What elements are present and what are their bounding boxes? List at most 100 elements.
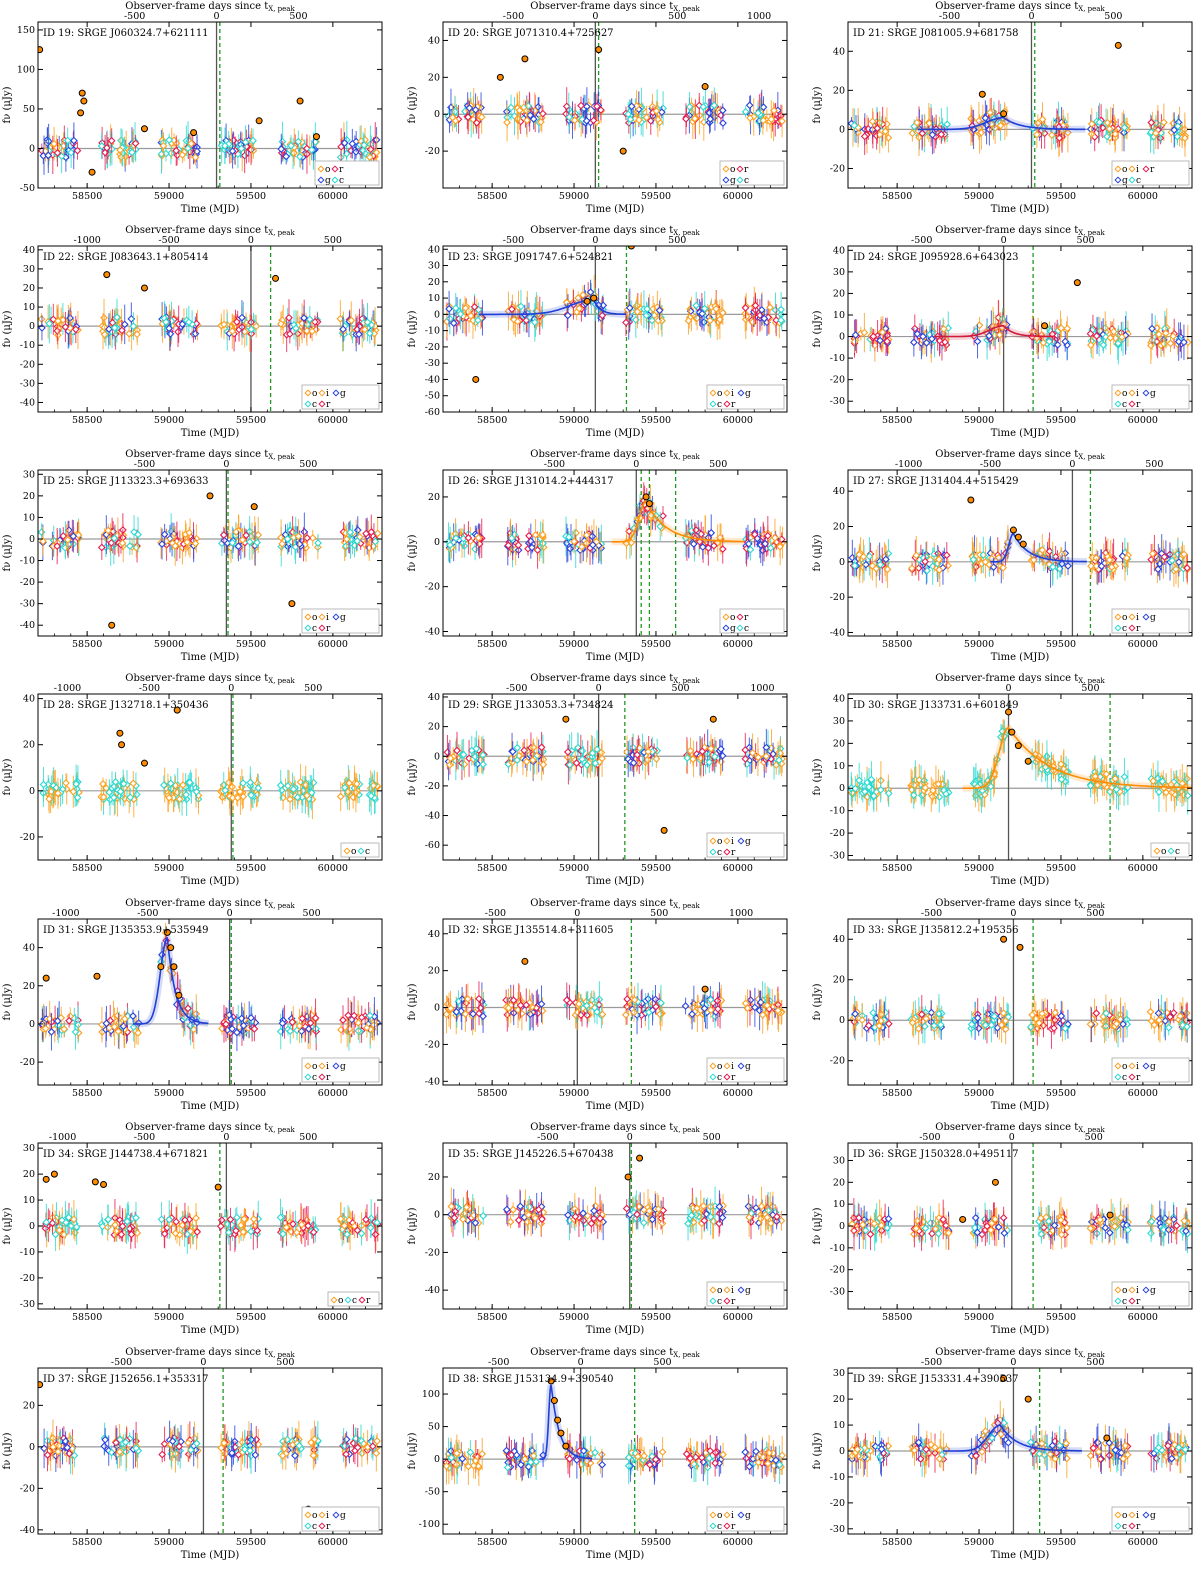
detection-point <box>959 1215 967 1223</box>
top-tick-label: 0 <box>248 235 254 246</box>
y-tick-label: 20 <box>428 492 440 503</box>
legend-entry: r <box>744 613 749 623</box>
panel-id-label: ID 23: SRGE J091747.6+524821 <box>448 252 614 263</box>
y-axis-label: fν (μJy) <box>407 86 418 123</box>
x-tick-label: 60000 <box>1128 415 1158 426</box>
top-tick-label: -500 <box>921 908 942 919</box>
axes-frame <box>847 918 1193 1086</box>
x-tick-label: 58500 <box>477 639 507 650</box>
y-tick-label: 150 <box>17 25 35 36</box>
light-curve-panel: 58500 59000 59500 60000 -40 -20 0 20 -500 0 500 Obs… <box>405 448 795 670</box>
y-tick-label: 40 <box>428 244 440 255</box>
legend-entry: i <box>326 389 329 399</box>
top-tick-label: -1000 <box>49 1132 76 1143</box>
axes-frame <box>37 245 383 413</box>
detection-point <box>108 621 116 629</box>
legend-entry: o <box>717 1062 722 1072</box>
y-tick-label: 0 <box>434 1454 440 1465</box>
y-tick-label: 20 <box>23 981 35 992</box>
top-axis-label: Observer-frame days since tX, peak <box>935 225 1105 237</box>
light-curve-panel: 58500 59000 59500 60000 -60 -50 -40 -30 -20 -10 0 1… <box>405 224 795 446</box>
y-tick-label: -20 <box>830 1056 845 1067</box>
top-tick-label: -500 <box>980 459 1001 470</box>
top-tick-label: -1000 <box>54 683 81 694</box>
y-axis-label: fν (μJy) <box>812 758 823 795</box>
detection-point <box>78 89 86 97</box>
y-tick-label: -20 <box>830 1498 845 1509</box>
legend-entry: o <box>717 1286 722 1296</box>
x-tick-label: 59000 <box>964 1312 994 1323</box>
panel-id-label: ID 19: SRGE J060324.7+621111 <box>43 28 209 39</box>
legend-entry: g <box>745 1511 751 1521</box>
top-axis-label: Observer-frame days since tX, peak <box>530 1122 700 1134</box>
photometry-points <box>38 922 382 1052</box>
light-curve-chart: 58500 59000 59500 60000 -60 -40 -20 0 20 40 -500 0 5… <box>407 673 788 887</box>
y-axis-label: fν (μJy) <box>2 534 13 571</box>
top-tick-label: 500 <box>1076 235 1094 246</box>
top-axis-label: Observer-frame days since tX, peak <box>935 1 1105 13</box>
legend-entry: g <box>730 176 736 186</box>
detection-point <box>100 1181 108 1188</box>
x-tick-label: 59500 <box>236 191 266 202</box>
photometry-points <box>849 994 1192 1049</box>
band-legend: o rg c <box>719 160 785 186</box>
x-tick-label: 59500 <box>1046 1537 1076 1548</box>
y-tick-label: 20 <box>23 491 35 502</box>
band-legend: o i g c r <box>706 384 785 410</box>
legend-entry: i <box>1136 1062 1139 1072</box>
x-axis-label: Time (MJD) <box>181 1550 240 1561</box>
y-tick-label: -10 <box>830 353 845 364</box>
x-tick-label: 59500 <box>236 415 266 426</box>
legend-entry: r <box>731 1522 736 1532</box>
x-tick-label: 60000 <box>318 191 348 202</box>
detection-point <box>38 1381 44 1389</box>
y-tick-label: 40 <box>23 943 35 954</box>
y-axis-label: fν (μJy) <box>407 1432 418 1469</box>
top-tick-label: -500 <box>111 1357 132 1368</box>
x-axis-label: Time (MJD) <box>586 1550 645 1561</box>
detection-point <box>1000 1374 1008 1382</box>
photometry-points <box>443 1428 787 1487</box>
top-tick-label: 500 <box>1104 11 1122 22</box>
x-axis-label: Time (MJD) <box>991 204 1050 215</box>
detection-point <box>1008 728 1016 736</box>
y-tick-label: 10 <box>833 761 845 772</box>
top-tick-label: -500 <box>506 683 527 694</box>
photometry-points <box>38 512 382 567</box>
detection-point <box>978 90 986 98</box>
y-axis-label: fν (μJy) <box>812 534 823 571</box>
detection-point <box>583 297 591 305</box>
x-tick-label: 59000 <box>154 1088 184 1099</box>
top-tick-label: 0 <box>223 459 229 470</box>
y-tick-label: -20 <box>20 832 35 843</box>
top-tick-label: -1000 <box>895 459 922 470</box>
y-tick-label: 0 <box>434 751 440 762</box>
x-tick-label: 60000 <box>1128 191 1158 202</box>
y-tick-label: 40 <box>833 934 845 945</box>
x-axis-label: Time (MJD) <box>991 652 1050 663</box>
light-curve-panel: 58500 59000 59500 60000 -30 -20 -10 0 10 20 30 40 -5… <box>810 224 1200 446</box>
light-curve-panel: 58500 59000 59500 60000 -30 -20 -10 0 10 20 30 -500… <box>810 1121 1200 1343</box>
legend-entry: r <box>326 624 331 634</box>
band-legend: o i g c r <box>706 1281 785 1307</box>
x-axis-label: Time (MJD) <box>991 1550 1050 1561</box>
light-curve-panel: 58500 59000 59500 60000 -20 0 20 40 -1000 -500 0 50… <box>0 897 390 1119</box>
top-tick-label: 500 <box>709 459 727 470</box>
top-axis-label: Observer-frame days since tX, peak <box>125 898 295 910</box>
legend-entry: r <box>731 400 736 410</box>
legend-entry: c <box>312 1073 317 1083</box>
y-tick-label: 30 <box>833 1368 845 1379</box>
y-tick-label: 20 <box>23 1400 35 1411</box>
y-tick-label: 0 <box>434 537 440 548</box>
x-axis-label: Time (MJD) <box>586 204 645 215</box>
axes-frame <box>37 21 383 189</box>
panel-id-label: ID 28: SRGE J132718.1+350436 <box>43 700 209 711</box>
detection-point <box>206 492 214 500</box>
legend-entry: c <box>717 1522 722 1532</box>
top-axis-label: Observer-frame days since tX, peak <box>935 449 1105 461</box>
top-tick-label: 0 <box>574 908 580 919</box>
panel-id-label: ID 27: SRGE J131404.4+515429 <box>853 476 1019 487</box>
